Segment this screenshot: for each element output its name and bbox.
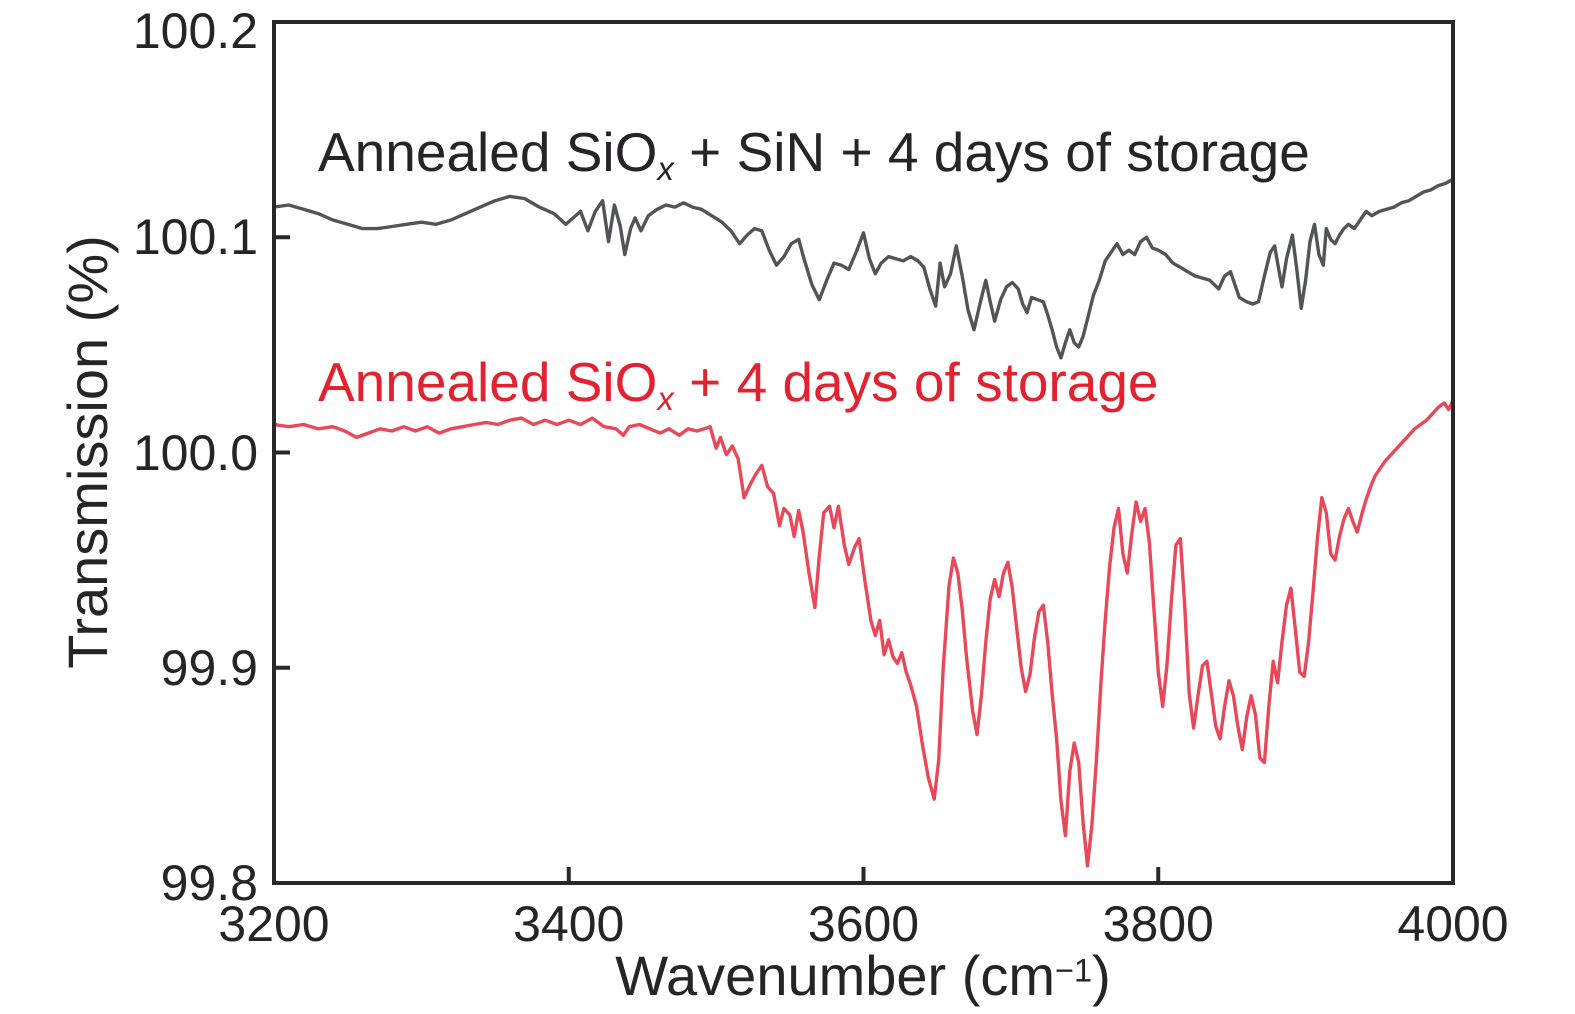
y-axis-title: Transmission (%) [56, 235, 119, 669]
y-tick-label-99.8: 99.8 [160, 855, 258, 911]
x-tick-label-3200: 3200 [218, 896, 330, 952]
y-tick-label-99.9: 99.9 [160, 639, 258, 696]
annotation-red-prefix: Annealed SiO [318, 351, 658, 413]
annotation-red-suffix: + 4 days of storage [673, 351, 1159, 413]
y-tick-label-100.2: 100.2 [132, 3, 258, 59]
annotation-black-suffix: + SiN + 4 days of storage [673, 121, 1310, 183]
x-tick-label-3800: 3800 [1102, 896, 1214, 952]
y-tick-label-100.1: 100.1 [132, 209, 258, 266]
x-tick-label-4000: 4000 [1397, 896, 1509, 952]
x-axis-title: Wavenumber (cm−1) [615, 948, 1110, 1004]
annotation-red-series-label: Annealed SiOx + 4 days of storage [318, 351, 1159, 415]
curve-annealed-siox-4days [274, 399, 1453, 868]
y-axis-title-text: Transmission (%) [56, 235, 119, 669]
annotation-black-subscript: x [657, 150, 674, 188]
x-axis-title-suffix: ) [1092, 944, 1111, 1007]
annotation-black-series-label: Annealed SiOx + SiN + 4 days of storage [318, 121, 1310, 185]
annotation-red-subscript: x [657, 380, 674, 418]
x-axis-title-prefix: Wavenumber (cm [615, 944, 1056, 1007]
curve-annealed-siox-sin-4days [274, 177, 1453, 360]
y-tick-label-100.0: 100.0 [132, 424, 258, 481]
x-axis-title-exponent: −1 [1055, 952, 1093, 989]
x-tick-label-3400: 3400 [513, 896, 625, 952]
x-tick-label-3600: 3600 [807, 896, 920, 952]
annotation-black-prefix: Annealed SiO [318, 121, 658, 183]
